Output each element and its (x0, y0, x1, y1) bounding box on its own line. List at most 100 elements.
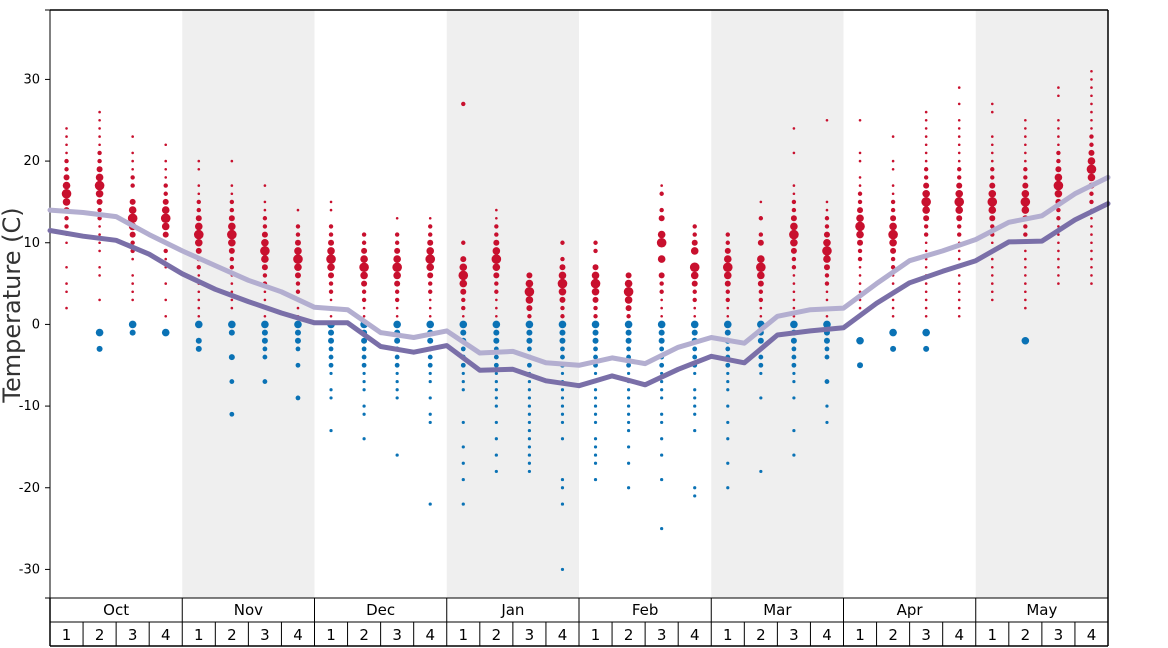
cold-temp-dot (560, 371, 565, 376)
warm-temp-dot (461, 101, 466, 107)
warm-temp-dot (891, 298, 895, 302)
warm-temp-dot (164, 167, 168, 171)
warm-temp-dot (1090, 282, 1093, 285)
week-label: 4 (161, 626, 171, 644)
cold-temp-dot (459, 320, 468, 329)
warm-temp-dot (691, 280, 698, 287)
cold-temp-dot (593, 404, 598, 408)
warm-temp-dot (65, 241, 68, 245)
cold-temp-dot (591, 320, 600, 329)
warm-temp-dot (329, 314, 333, 318)
warm-temp-dot (891, 159, 895, 163)
cold-temp-dot (328, 337, 335, 344)
warm-temp-dot (990, 241, 994, 245)
warm-temp-dot (461, 314, 465, 318)
warm-temp-dot (1087, 157, 1096, 165)
warm-temp-dot (1057, 135, 1060, 138)
cold-temp-dot (460, 329, 467, 336)
cold-temp-dot (527, 346, 532, 352)
warm-temp-dot (591, 287, 600, 296)
warm-temp-dot (791, 265, 797, 270)
warm-temp-dot (558, 287, 567, 296)
warm-temp-dot (328, 239, 335, 246)
week-label: 1 (459, 626, 469, 644)
cold-temp-dot (428, 371, 432, 376)
warm-temp-dot (131, 159, 134, 163)
warm-temp-dot (96, 198, 103, 205)
warm-temp-dot (593, 305, 598, 311)
warm-temp-dot (660, 314, 663, 318)
cold-temp-dot (95, 328, 104, 337)
warm-temp-dot (590, 278, 601, 289)
warm-temp-dot (1056, 150, 1061, 156)
warm-temp-dot (858, 274, 862, 277)
cold-temp-dot (593, 437, 598, 441)
week-label: 1 (591, 626, 601, 644)
warm-temp-dot (362, 314, 366, 318)
warm-temp-dot (458, 270, 469, 281)
warm-temp-dot (956, 215, 963, 222)
cold-temp-dot (527, 428, 532, 433)
cold-temp-dot (660, 388, 664, 392)
week-label: 1 (194, 626, 204, 644)
week-label: 3 (657, 626, 667, 644)
warm-temp-dot (857, 248, 863, 254)
week-label: 4 (954, 626, 964, 644)
warm-temp-dot (164, 143, 168, 147)
warm-temp-dot (1021, 206, 1030, 214)
cold-temp-dot (659, 346, 665, 352)
week-label: 2 (888, 626, 898, 644)
warm-temp-dot (130, 240, 135, 245)
warm-temp-dot (98, 127, 101, 130)
warm-temp-dot (957, 118, 961, 122)
warm-temp-dot (988, 206, 997, 214)
warm-temp-dot (98, 241, 101, 245)
cold-temp-dot (625, 329, 632, 336)
cold-temp-dot (393, 320, 401, 329)
cold-temp-dot (693, 371, 697, 376)
warm-temp-dot (228, 222, 236, 231)
warm-temp-dot (759, 200, 763, 204)
warm-temp-dot (65, 135, 68, 138)
cold-temp-dot (626, 404, 631, 408)
warm-temp-dot (792, 184, 796, 187)
warm-temp-dot (792, 298, 796, 302)
warm-temp-dot (161, 222, 170, 231)
warm-temp-dot (162, 198, 169, 205)
warm-temp-dot (560, 314, 565, 319)
week-label: 3 (1054, 626, 1064, 644)
cold-temp-dot (494, 453, 498, 457)
warm-temp-dot (1024, 249, 1027, 253)
warm-temp-dot (924, 290, 928, 294)
cold-temp-dot (395, 379, 399, 384)
cold-temp-dot (395, 453, 399, 457)
warm-temp-dot (64, 158, 69, 164)
warm-temp-dot (1089, 191, 1094, 196)
cold-temp-dot (295, 395, 301, 401)
warm-temp-dot (327, 247, 335, 255)
cold-temp-dot (626, 486, 631, 490)
warm-temp-dot (957, 298, 961, 302)
cold-temp-dot (660, 412, 664, 416)
warm-temp-dot (197, 290, 201, 294)
warm-temp-dot (1090, 110, 1093, 114)
week-label: 2 (227, 626, 237, 644)
warm-temp-dot (626, 314, 631, 319)
cold-temp-dot (361, 362, 367, 368)
cold-temp-dot (493, 337, 500, 344)
warm-temp-dot (824, 273, 830, 278)
warm-temp-dot (98, 143, 101, 147)
warm-temp-dot (428, 306, 432, 310)
warm-temp-dot (1057, 143, 1060, 147)
warm-temp-dot (758, 297, 764, 303)
warm-temp-dot (263, 314, 267, 318)
warm-temp-dot (990, 159, 994, 163)
week-label: 2 (95, 626, 105, 644)
warm-temp-dot (131, 135, 134, 138)
cold-temp-dot (626, 420, 631, 425)
cold-temp-dot (626, 388, 631, 392)
warm-temp-dot (327, 263, 335, 272)
cold-temp-dot (395, 371, 399, 376)
warm-temp-dot (824, 281, 830, 286)
month-label: Mar (763, 601, 792, 619)
